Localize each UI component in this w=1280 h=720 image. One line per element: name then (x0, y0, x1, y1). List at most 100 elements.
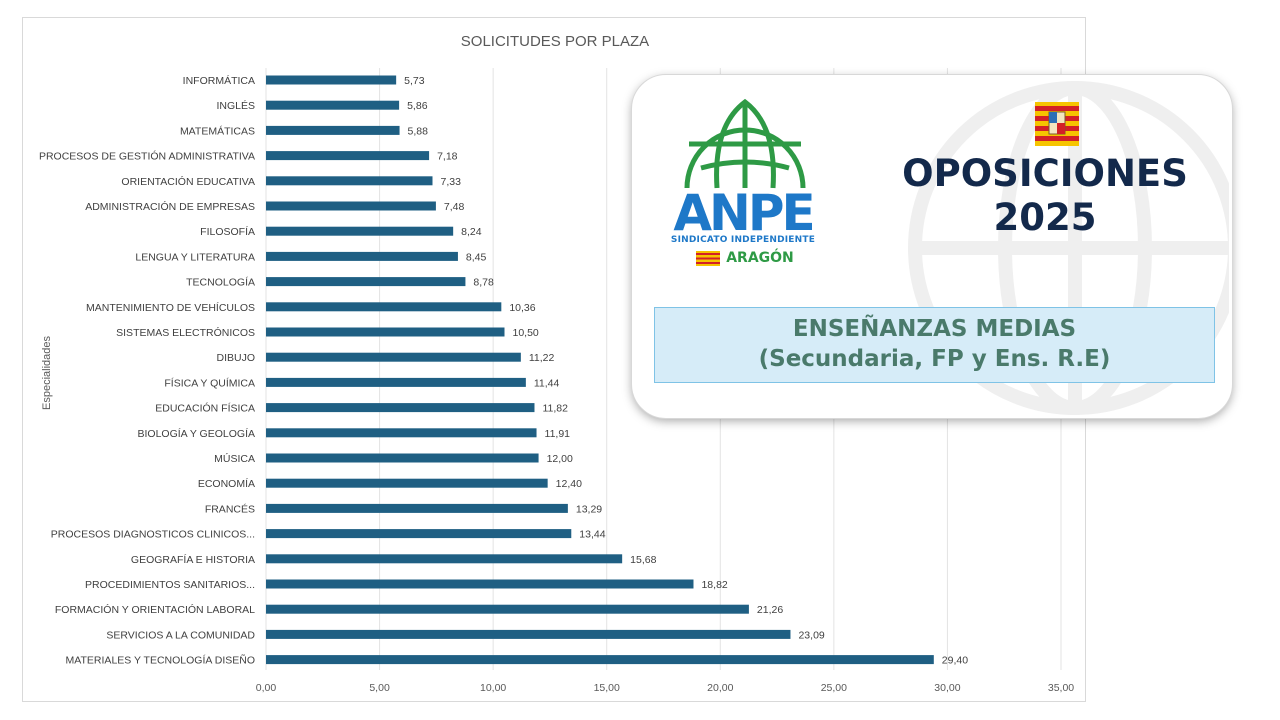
x-tick-label: 25,00 (821, 682, 847, 694)
category-label: BIOLOGÍA Y GEOLOGÍA (138, 427, 256, 440)
category-label: MÚSICA (214, 452, 255, 465)
bar (266, 579, 694, 589)
category-label: SISTEMAS ELECTRÓNICOS (116, 326, 255, 339)
y-axis-title: Especialidades (41, 336, 53, 410)
category-label: FILOSOFÍA (200, 225, 255, 238)
bar (266, 75, 397, 85)
value-label: 29,40 (942, 655, 968, 667)
promo-title-line2: 2025 (993, 196, 1097, 239)
value-label: 7,33 (440, 176, 461, 188)
category-label: ORIENTACIÓN EDUCATIVA (121, 175, 255, 188)
bar (266, 352, 521, 362)
category-labels: INFORMÁTICA INGLÉS MATEMÁTICAS PROCESOS DE … (39, 74, 255, 667)
value-label: 10,36 (509, 302, 535, 314)
bar (266, 655, 934, 665)
bar (266, 377, 526, 387)
value-label: 5,86 (407, 100, 428, 112)
category-label: SERVICIOS A LA COMUNIDAD (106, 629, 255, 641)
x-tick-label: 30,00 (934, 682, 960, 694)
value-label: 8,24 (461, 226, 482, 238)
promo-title-line1: OPOSICIONES (902, 152, 1188, 195)
bar (266, 201, 436, 211)
category-label: PROCESOS DIAGNOSTICOS CLINICOS... (51, 529, 255, 541)
value-label: 23,09 (798, 629, 824, 641)
bar (266, 100, 400, 110)
category-label: MANTENIMIENTO DE VEHÍCULOS (86, 301, 255, 314)
value-label: 8,78 (473, 277, 494, 289)
value-labels: 5,73 5,86 5,88 7,18 7,33 7,48 8,24 8,45 8,78 10,3… (404, 75, 968, 667)
category-label: TECNOLOGÍA (186, 276, 255, 289)
value-label: 10,50 (513, 327, 539, 339)
promo-banner: ENSEÑANZAS MEDIAS (Secundaria, FP y Ens.… (654, 307, 1215, 383)
logo-tagline: SINDICATO INDEPENDIENTE (670, 235, 816, 245)
category-label: PROCEDIMIENTOS SANITARIOS... (85, 579, 255, 591)
value-label: 5,88 (408, 125, 429, 137)
category-label: FÍSICA Y QUÍMICA (164, 376, 255, 389)
value-label: 13,44 (579, 529, 605, 541)
x-tick-label: 20,00 (707, 682, 733, 694)
bar (266, 604, 749, 614)
value-label: 7,48 (444, 201, 465, 213)
value-label: 11,44 (534, 377, 560, 389)
value-label: 21,26 (757, 604, 783, 616)
promo-title: OPOSICIONES 2025 (875, 152, 1215, 240)
value-label: 15,68 (630, 554, 656, 566)
value-label: 8,45 (466, 251, 487, 263)
bar (266, 277, 466, 287)
banner-subtitle: (Secundaria, FP y Ens. R.E) (758, 346, 1111, 372)
value-label: 12,40 (556, 478, 582, 490)
aragon-flag-icon (1035, 102, 1079, 146)
category-label: PROCESOS DE GESTIÓN ADMINISTRATIVA (39, 150, 255, 163)
value-label: 18,82 (701, 579, 727, 591)
category-label: ECONOMÍA (198, 477, 255, 490)
x-tick-label: 5,00 (369, 682, 390, 694)
category-label: MATEMÁTICAS (180, 124, 255, 137)
value-label: 11,91 (545, 428, 571, 440)
bar (266, 554, 623, 564)
bar (266, 478, 548, 488)
bar (266, 403, 535, 413)
bars (266, 75, 934, 665)
x-tick-label: 0,00 (256, 682, 277, 694)
bar (266, 226, 454, 236)
x-tick-label: 15,00 (594, 682, 620, 694)
bar (266, 302, 502, 312)
x-tick-label: 10,00 (480, 682, 506, 694)
bar (266, 151, 430, 161)
bar (266, 327, 505, 337)
value-label: 11,22 (529, 352, 555, 364)
chart-title: SOLICITUDES POR PLAZA (461, 33, 649, 50)
bar (266, 125, 400, 135)
bar (266, 176, 433, 186)
category-label: LENGUA Y LITERATURA (135, 251, 255, 263)
category-label: GEOGRAFÍA E HISTORIA (131, 553, 255, 566)
category-label: INGLÉS (216, 99, 255, 112)
category-label: DIBUJO (216, 352, 255, 364)
value-label: 7,18 (437, 151, 458, 163)
bar (266, 453, 539, 463)
bar (266, 629, 791, 639)
category-label: ADMINISTRACIÓN DE EMPRESAS (85, 200, 255, 213)
logo-region-row: ARAGÓN (685, 249, 805, 267)
category-label: FRANCÉS (205, 502, 255, 515)
category-label: MATERIALES Y TECNOLOGÍA DISEÑO (66, 654, 255, 667)
bar (266, 251, 458, 261)
promo-card: ANPE SINDICATO INDEPENDIENTE ARAGÓN OPOS… (632, 75, 1232, 418)
x-tick-labels: 0,00 5,00 10,00 15,00 20,00 25,00 30,00 35,00 (256, 682, 1075, 694)
bar-chart: SOLICITUDES POR PLAZA Especialidades INF… (39, 33, 1075, 694)
value-label: 13,29 (576, 503, 602, 515)
logo-brand: ANPE (673, 184, 815, 242)
banner-title: ENSEÑANZAS MEDIAS (792, 316, 1077, 342)
logo-region: ARAGÓN (726, 250, 794, 266)
value-label: 11,82 (542, 403, 568, 415)
category-label: INFORMÁTICA (183, 74, 255, 87)
globe-icon (684, 98, 806, 189)
bar (266, 529, 572, 539)
category-label: EDUCACIÓN FÍSICA (155, 402, 255, 415)
category-label: FORMACIÓN Y ORIENTACIÓN LABORAL (55, 603, 255, 616)
bar (266, 428, 537, 438)
value-label: 12,00 (547, 453, 573, 465)
aragon-flag-icon (696, 250, 721, 266)
x-tick-label: 35,00 (1048, 682, 1074, 694)
value-label: 5,73 (404, 75, 425, 87)
